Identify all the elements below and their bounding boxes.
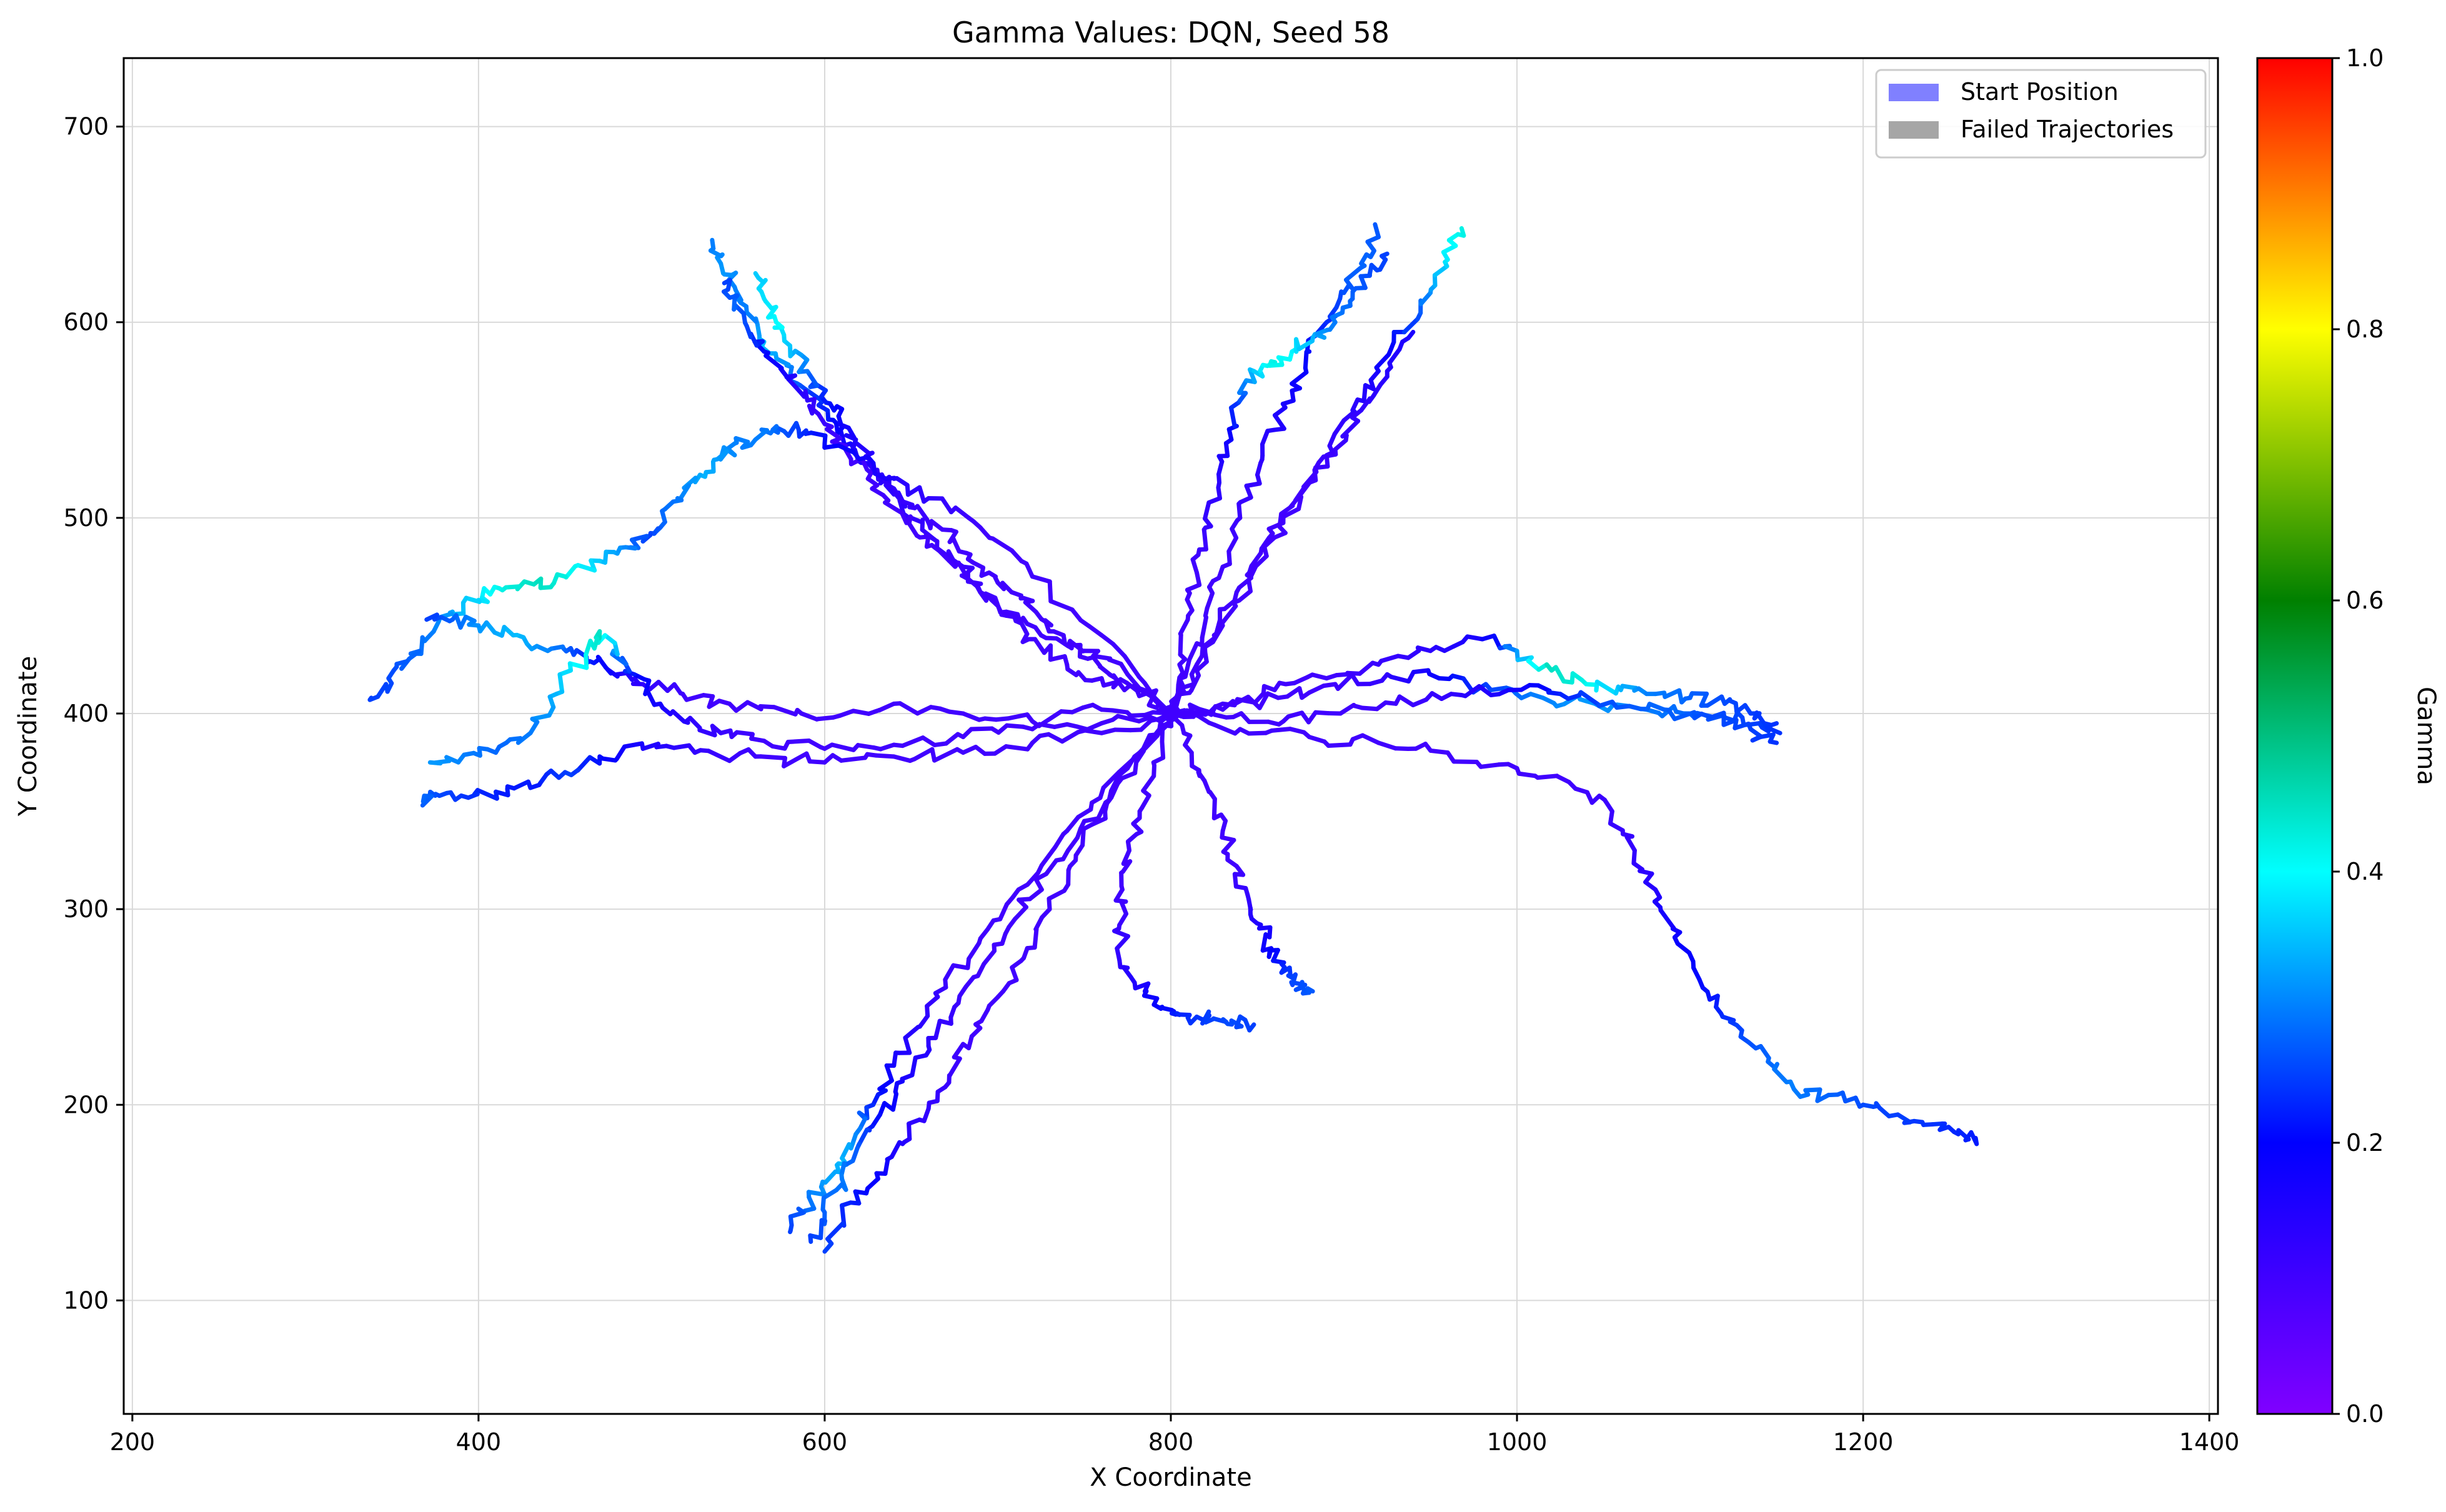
trajectory-segment	[876, 755, 893, 757]
trajectory-segment	[1180, 635, 1181, 655]
trajectory-segment	[737, 732, 752, 734]
colorbar-label: Gamma	[2412, 687, 2440, 785]
trajectory-segment	[1382, 254, 1388, 256]
colorbar-tick-label: 0.4	[2346, 858, 2384, 885]
colorbar-tick-label: 0.6	[2346, 587, 2384, 614]
legend-label-failed-trajectories: Failed Trajectories	[1961, 116, 2174, 143]
trajectory-segment	[1214, 799, 1215, 818]
trajectory-segment	[755, 273, 758, 277]
trajectory-segment	[761, 757, 785, 758]
trajectory-segment	[1538, 776, 1557, 778]
legend: Start Position Failed Trajectories	[1876, 70, 2205, 157]
trajectory-segment	[1035, 929, 1037, 947]
y-tick-label: 700	[63, 113, 109, 141]
legend-swatch-failed-trajectories	[1889, 121, 1939, 139]
trajectory-segment	[1050, 582, 1051, 602]
trajectory-segment	[1204, 530, 1206, 550]
y-tick-label: 400	[63, 700, 109, 727]
trajectory-segment	[1431, 750, 1448, 752]
trajectory-segment	[1162, 742, 1163, 758]
trajectory-segment	[1085, 730, 1101, 733]
y-tick-label: 200	[63, 1091, 109, 1118]
trajectory-segment	[1083, 829, 1084, 845]
trajectory-segment	[370, 698, 371, 700]
trajectory-segment	[818, 717, 833, 719]
x-axis-label: X Coordinate	[1090, 1463, 1251, 1492]
trajectory-segment	[1328, 745, 1350, 746]
legend-swatch-start-position	[1889, 84, 1939, 101]
colorbar-tick-label: 0.2	[2346, 1129, 2384, 1156]
y-tick-label: 300	[63, 895, 109, 923]
x-tick-label: 400	[456, 1428, 502, 1456]
trajectory-segment	[1249, 733, 1266, 734]
x-tick-label: 1000	[1487, 1428, 1548, 1456]
trajectory-segment	[1481, 765, 1498, 767]
y-tick-label: 100	[63, 1286, 109, 1314]
y-tick-label: 500	[63, 504, 109, 532]
trajectory-segment	[1362, 708, 1377, 709]
trajectory-segment	[712, 240, 713, 249]
colorbar-tick-label: 0.8	[2346, 316, 2384, 343]
trajectory-segment	[1308, 988, 1313, 992]
trajectory-segment	[1007, 725, 1023, 727]
trajectory-segment	[1770, 742, 1776, 743]
colorbar-tick-label: 0.0	[2346, 1400, 2384, 1428]
trajectory-segment	[1413, 670, 1428, 672]
trajectory-segment	[1272, 729, 1290, 731]
trajectory-segment	[1364, 385, 1365, 401]
trajectory-segment	[674, 745, 689, 748]
trajectory-segment	[842, 758, 865, 761]
legend-label-start-position: Start Position	[1961, 78, 2119, 106]
x-tick-label: 200	[110, 1428, 156, 1456]
start-position-marker	[1162, 705, 1180, 722]
trajectory-segment	[1461, 228, 1463, 236]
colorbar-gradient	[2257, 58, 2332, 1414]
y-axis-label: Y Coordinate	[14, 656, 42, 817]
colorbar-tick-label: 1.0	[2346, 44, 2384, 72]
trajectory-segment	[790, 1231, 791, 1232]
trajectory-segment	[788, 741, 808, 742]
trajectory-segment	[821, 1220, 822, 1238]
trajectory-segment	[1771, 724, 1776, 725]
trajectory-segment	[423, 796, 424, 802]
trajectory-segment	[1006, 747, 1027, 750]
trajectory-segment	[1519, 773, 1535, 776]
trajectory-segment	[560, 675, 562, 692]
trajectory-segment	[1305, 352, 1306, 368]
trajectory-segment	[724, 280, 730, 283]
trajectory-segment	[810, 762, 825, 763]
trajectory-segment	[1976, 1138, 1977, 1143]
chart-title: Gamma Values: DQN, Seed 58	[952, 16, 1390, 49]
y-tick-label: 600	[63, 309, 109, 336]
trajectory-segment	[909, 1123, 910, 1138]
x-tick-label: 1200	[1833, 1428, 1894, 1456]
trajectory-segment	[1468, 637, 1483, 639]
x-tick-label: 1400	[2179, 1428, 2240, 1456]
trajectory-segment	[853, 711, 869, 714]
trajectory-segment	[858, 745, 873, 748]
trajectory-segment	[953, 965, 968, 968]
trajectory-segment	[810, 1236, 811, 1242]
trajectory-segment	[808, 1192, 825, 1195]
x-tick-label: 600	[802, 1428, 848, 1456]
x-tick-label: 800	[1148, 1428, 1194, 1456]
trajectory-segment	[1040, 724, 1055, 727]
trajectory-segment	[430, 762, 440, 763]
